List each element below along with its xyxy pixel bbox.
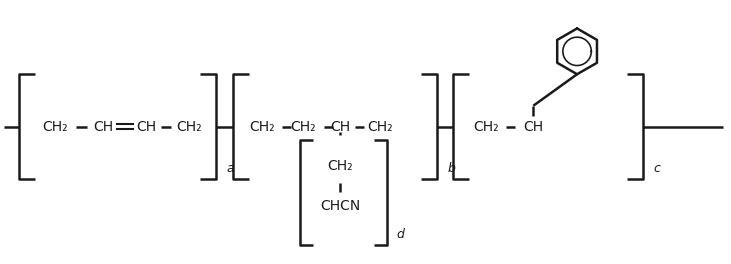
Text: CH₂: CH₂	[249, 120, 275, 134]
Text: CH₂: CH₂	[367, 120, 393, 134]
Text: a: a	[226, 162, 234, 175]
Text: CH: CH	[330, 120, 350, 134]
Text: CH₂: CH₂	[42, 120, 68, 134]
Text: CH: CH	[93, 120, 113, 134]
Text: b: b	[447, 162, 455, 175]
Text: CHCN: CHCN	[320, 199, 360, 213]
Text: d: d	[396, 228, 404, 241]
Text: CH₂: CH₂	[291, 120, 317, 134]
Text: CH₂: CH₂	[473, 120, 499, 134]
Text: c: c	[653, 162, 660, 175]
Text: CH: CH	[523, 120, 543, 134]
Text: CH₂: CH₂	[327, 159, 353, 173]
Text: CH: CH	[137, 120, 156, 134]
Text: CH₂: CH₂	[176, 120, 202, 134]
